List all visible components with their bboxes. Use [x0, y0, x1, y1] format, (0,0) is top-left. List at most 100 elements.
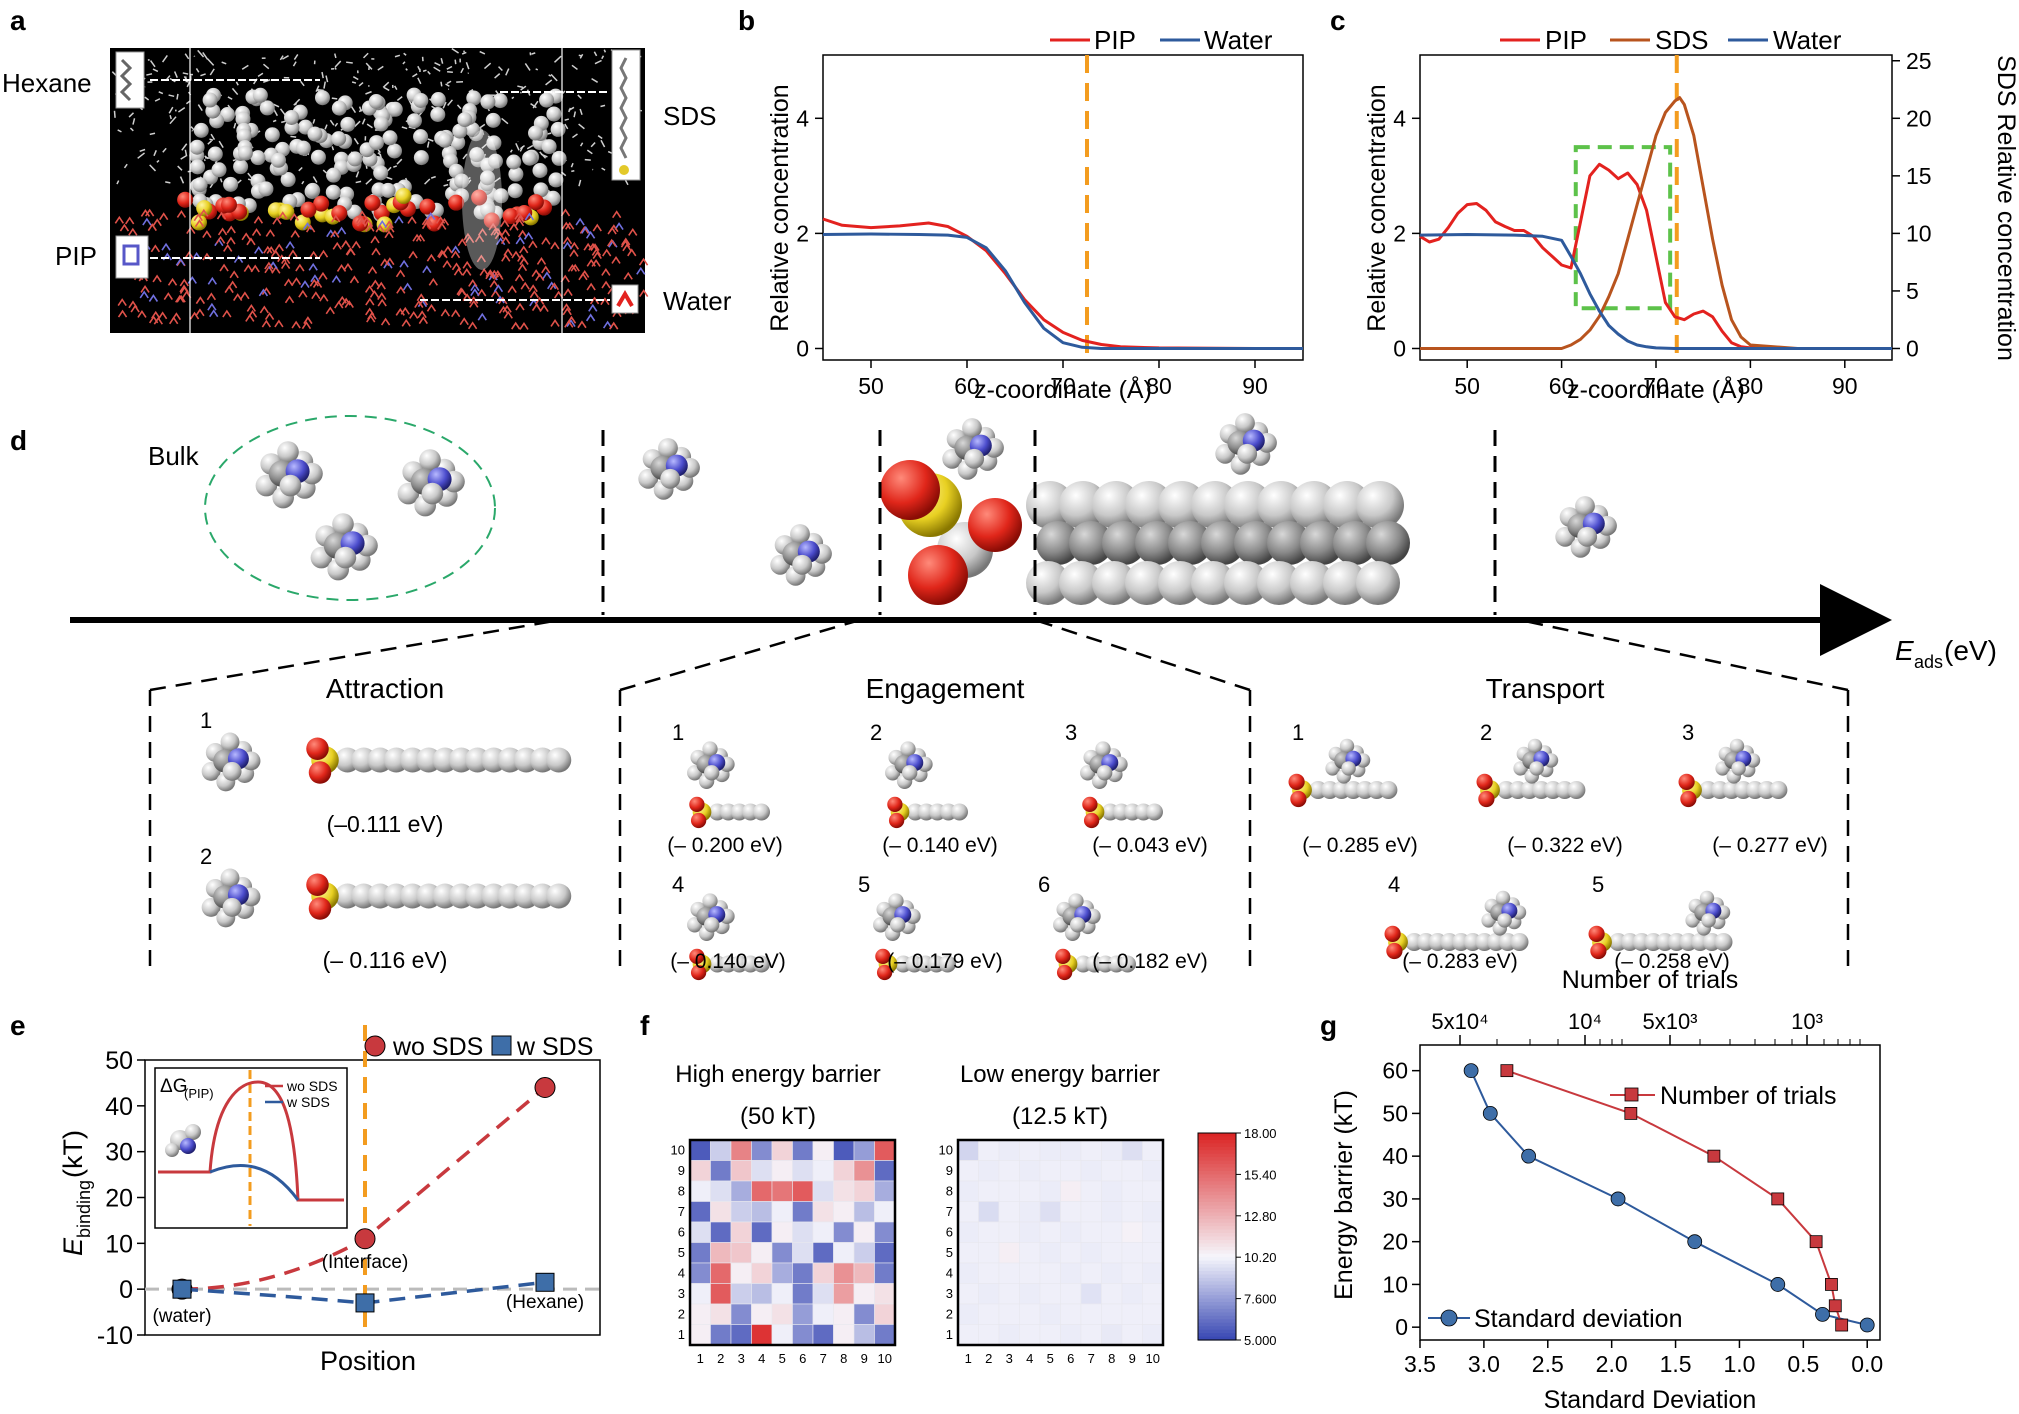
water-molecule [184, 251, 194, 259]
water-molecule [511, 250, 521, 259]
colorbar-segment [1198, 1157, 1236, 1162]
sds-molecule [880, 460, 1410, 605]
hydrogen-atom [888, 893, 904, 909]
water-molecule [385, 224, 395, 233]
heatmap-cell [751, 1283, 773, 1305]
water-molecule [418, 316, 429, 325]
colorbar-segment [1198, 1295, 1236, 1300]
colorbar-segment [1198, 1315, 1236, 1320]
heatmap-x-label: 4 [758, 1351, 765, 1366]
hexane-bond [312, 119, 316, 124]
colorbar-segment [1198, 1302, 1236, 1307]
top-tick-label: 5x10⁴ [1431, 1009, 1488, 1034]
sds-tail-atom [1191, 561, 1235, 605]
sds-molecule [1288, 773, 1398, 808]
heatmap-cell [1101, 1262, 1123, 1284]
water-molecule [500, 236, 511, 245]
colorbar-segment [1198, 1202, 1236, 1207]
heatmap-cell [1019, 1303, 1041, 1325]
water-molecule [467, 321, 478, 330]
water-molecule [179, 278, 189, 287]
hexane-bond [154, 98, 161, 102]
sds-oxygen-atom [1288, 773, 1305, 791]
heatmap-cell [751, 1201, 773, 1223]
hydrogen-atom [1068, 893, 1084, 909]
sds-oxygen-atom [306, 873, 329, 896]
sds-tail-atom [193, 122, 209, 138]
sds-tail-atom [413, 92, 429, 108]
pip-molecule [885, 741, 933, 789]
water-molecule [202, 230, 212, 238]
data-point-w-sds [355, 1293, 375, 1313]
hexane-bond [139, 148, 146, 153]
hexane-bond [210, 133, 216, 140]
sds-molecule [306, 873, 572, 920]
heatmap-cell [1060, 1180, 1082, 1202]
hexane-bond [324, 124, 328, 130]
hexane-bond [600, 139, 606, 148]
water-molecule [500, 219, 510, 228]
hydrogen-atom [1529, 761, 1544, 776]
hexane-bond [578, 123, 585, 130]
colorbar-segment [1198, 1167, 1236, 1172]
water-molecule [206, 292, 217, 301]
colorbar-segment [1198, 1239, 1236, 1244]
hexane-bond [334, 60, 342, 68]
panel-letter-d: d [10, 425, 27, 456]
heatmap-cell [771, 1262, 793, 1284]
hexane-bond [590, 142, 596, 148]
water-molecule [502, 304, 512, 313]
water-molecule [468, 279, 478, 287]
sds-molecule [689, 796, 770, 829]
hexane-bond [272, 119, 277, 123]
inset-curve-wo-sds [158, 1080, 344, 1202]
hydrogen-atom [702, 741, 718, 757]
colorbar-segment [1198, 1226, 1236, 1231]
water-molecule [367, 266, 378, 274]
water-molecule [592, 251, 602, 260]
series-lines [1463, 1063, 1875, 1333]
sds-tail-atom [258, 181, 274, 197]
heatmap-cell [1060, 1283, 1082, 1305]
hexane-bond [548, 74, 552, 77]
heatmap-cell [998, 1180, 1020, 1202]
colorbar-segment [1198, 1298, 1236, 1303]
hexane-bond [355, 171, 360, 178]
water-molecule [169, 316, 179, 325]
hydrogen-atom [890, 917, 906, 933]
heatmap-cell [833, 1139, 855, 1161]
water-molecule [384, 220, 394, 229]
colorbar-segment [1198, 1319, 1236, 1324]
water-molecule [542, 271, 552, 280]
hexane-bond [322, 169, 327, 174]
water-molecule [303, 316, 313, 325]
hexane-bond [227, 96, 233, 100]
sds-tail-atom [454, 173, 470, 189]
water-molecule [319, 293, 329, 302]
hexane-bond [446, 65, 453, 70]
water-molecule [318, 249, 329, 258]
water-molecule [495, 237, 506, 246]
y2-tick-label: 20 [1906, 105, 1932, 131]
hexane-bond [394, 85, 398, 91]
water-molecule [365, 297, 375, 306]
sds-tail-atom [190, 159, 206, 175]
hexane-bond [509, 149, 513, 153]
water-molecule [517, 229, 528, 238]
hexane-bond [394, 54, 401, 58]
water-molecule [503, 310, 513, 319]
sds-tail-atom [1567, 781, 1586, 799]
water-molecule [295, 263, 305, 272]
y-tick-label: 0 [1393, 335, 1406, 361]
water-molecule [151, 310, 161, 319]
water-molecule [147, 223, 157, 232]
sds-oxygen-atom [689, 948, 705, 964]
colorbar-segment [1198, 1181, 1236, 1186]
colorbar-segment [1198, 1219, 1236, 1224]
water-molecule [456, 287, 466, 296]
hexane-bond [128, 112, 135, 118]
sds-tail-atom [280, 172, 296, 188]
x-tick-label: 1.5 [1660, 1351, 1692, 1377]
hexane-bond [593, 51, 598, 57]
water-molecule [285, 240, 295, 249]
